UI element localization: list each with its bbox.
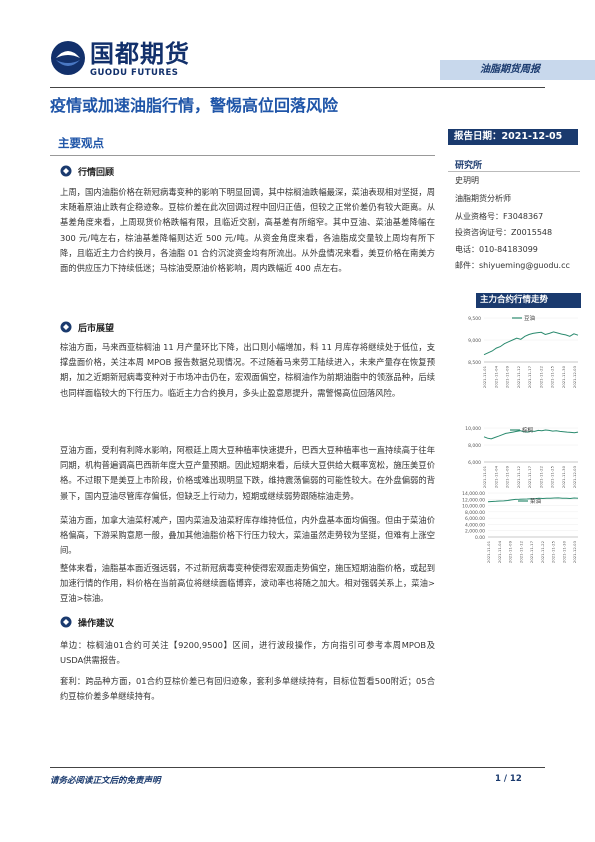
advice-arbitrage: 套利：跨品种方面，01合约豆棕价差已有回归迹象，套利多单继续持有，目标位暂看50…	[60, 676, 435, 702]
x-tick-label: 2021-11-30	[561, 465, 566, 488]
page-title: 疫情或加速油脂行情，警惕高位回落风险	[50, 96, 339, 115]
page-number: 1 / 12	[495, 774, 522, 784]
legend-label: 豆油	[524, 314, 536, 322]
section-divider	[50, 155, 435, 156]
soybean-oil-chart-svg: 9,500 9,000 8,500 豆油 2021-11-01 2021-11-04 202…	[468, 314, 579, 388]
x-tick-label: 2021-11-01	[486, 540, 491, 563]
rapeseed-oil-chart-svg: 14,000.0012,000.0010,000.008,000.006,000…	[462, 491, 579, 563]
main-view-heading: 主要观点	[58, 136, 104, 150]
palm-oil-chart: 10,000 8,000 6,000 棕榈 2021-11-01 2021-11-04 20…	[452, 422, 582, 514]
analyst-consult-id: 投资咨询证号：Z0015548	[455, 228, 553, 237]
review-heading: 行情回顾	[60, 165, 114, 179]
analyst-email: 邮件：shiyueming@guodu.cc	[455, 261, 570, 270]
y-tick-label: 14,000.00	[462, 491, 485, 497]
x-tick-label: 2021-11-09	[508, 540, 513, 563]
logo-chinese: 国都期货	[90, 40, 190, 68]
analyst-phone: 电话：010-84183099	[455, 245, 538, 254]
x-tick-label: 2021-11-01	[482, 465, 487, 488]
outlook-rapeseed: 菜油方面，加拿大油菜籽减产，国内菜油及油菜籽库存维持低位，内外盘基本面均偏强。但…	[60, 515, 435, 556]
footer-divider	[50, 767, 545, 768]
analyst-divider	[448, 171, 580, 172]
y-tick-label: 10,000.00	[462, 504, 485, 510]
x-tick-label: 2021-11-22	[540, 540, 545, 563]
y-tick-label: 8,000	[468, 443, 481, 449]
header-divider	[50, 87, 545, 88]
series-line-豆油	[483, 331, 579, 356]
x-tick-label: 2021-11-17	[527, 365, 532, 388]
x-tick-label: 2021-11-04	[493, 365, 498, 388]
x-tick-label: 2021-11-01	[482, 365, 487, 388]
palm-oil-chart-svg: 10,000 8,000 6,000 棕榈 2021-11-01 2021-11-04 20…	[465, 426, 579, 488]
bullet-icon	[60, 321, 72, 333]
x-tick-label: 2021-11-12	[516, 365, 521, 388]
x-tick-label: 2021-11-30	[561, 365, 566, 388]
legend-label: 菜油	[530, 497, 542, 505]
y-tick-label: 9,500	[468, 316, 481, 322]
bullet-icon	[60, 165, 72, 177]
bullet-icon	[60, 616, 72, 628]
logo-english: GUODU FUTURES	[90, 68, 179, 78]
analyst-heading: 研究所	[455, 161, 483, 171]
y-tick-label: 4,000.00	[465, 522, 485, 528]
advice-heading-text: 操作建议	[78, 619, 115, 629]
x-tick-label: 2021-12-03	[572, 465, 577, 488]
analyst-name: 史玥明	[455, 176, 479, 185]
x-tick-label: 2021-11-30	[561, 540, 566, 563]
y-tick-label: 10,000	[465, 426, 481, 432]
outlook-heading: 后市展望	[60, 321, 114, 335]
x-tick-label: 2021-11-25	[550, 365, 555, 388]
x-tick-label: 2021-11-12	[516, 465, 521, 488]
outlook-heading-text: 后市展望	[78, 324, 115, 334]
x-tick-label: 2021-11-22	[538, 465, 543, 488]
analyst-role: 油脂期货分析师	[455, 194, 511, 203]
x-tick-label: 2021-11-25	[550, 465, 555, 488]
legend-label: 棕榈	[522, 426, 534, 434]
disclaimer-link[interactable]: 请务必阅读正文后的免责声明	[50, 776, 161, 786]
company-logo: 国都期货 GUODU FUTURES	[50, 40, 190, 80]
x-tick-label: 2021-11-04	[493, 465, 498, 488]
advice-single: 单边：棕榈油01合约可关注【9200,9500】区间，进行波段操作，方向指引可参…	[60, 640, 435, 666]
x-tick-label: 2021-11-22	[538, 365, 543, 388]
x-tick-label: 2021-11-17	[529, 540, 534, 563]
series-line-棕榈	[483, 429, 579, 440]
analyst-qualification: 从业资格号：F3048367	[455, 212, 544, 221]
review-text: 上周，国内油脂价格在新冠病毒变种的影响下明显回调，其中棕榈油跌幅最深，菜油表现相…	[60, 187, 435, 274]
soybean-oil-chart: 9,500 9,000 8,500 豆油 2021-11-01 2021-11-04 202…	[452, 312, 582, 412]
report-type-banner	[440, 60, 595, 80]
guodu-logo-icon	[51, 41, 85, 75]
y-tick-label: 9,000	[468, 338, 481, 344]
x-tick-label: 2021-12-03	[572, 540, 577, 563]
y-tick-label: 2,000.00	[465, 529, 485, 535]
y-tick-label: 6,000.00	[465, 516, 485, 522]
advice-heading: 操作建议	[60, 616, 114, 630]
y-tick-label: 8,000.00	[465, 510, 485, 516]
x-tick-label: 2021-11-25	[551, 540, 556, 563]
x-tick-label: 2021-11-04	[497, 540, 502, 563]
y-tick-label: 0.00	[475, 535, 485, 541]
series-line-菜油	[487, 497, 579, 503]
y-tick-label: 8,500	[468, 360, 481, 366]
outlook-palm: 棕油方面，马来西亚棕榈油 11 月产量环比下降，出口则小幅增加，料 11 月库存…	[60, 342, 435, 398]
x-tick-label: 2021-11-17	[527, 465, 532, 488]
y-tick-label: 12,000.00	[462, 497, 485, 503]
x-tick-label: 2021-12-03	[572, 365, 577, 388]
report-type: 油脂期货周报	[480, 64, 540, 75]
rapeseed-oil-chart: 14,000.00 12,000.00 10,000.00 8,000.00 6,000…	[452, 487, 582, 587]
y-tick-label: 6,000	[468, 460, 481, 466]
chart-section-title: 主力合约行情走势	[476, 293, 581, 308]
outlook-soybean: 豆油方面，受利有利降水影响，阿根廷上周大豆种植率快速提升，巴西大豆种植率也一直持…	[60, 445, 435, 501]
x-tick-label: 2021-11-09	[505, 365, 510, 388]
report-date: 报告日期：2021-12-05	[448, 129, 578, 145]
x-tick-label: 2021-11-12	[518, 540, 523, 563]
review-heading-text: 行情回顾	[78, 168, 115, 178]
outlook-summary: 整体来看，油脂基本面近强远弱，不过新冠病毒变种使得宏观面走势偏空，施压短期油脂价…	[60, 563, 435, 604]
x-tick-label: 2021-11-09	[505, 465, 510, 488]
